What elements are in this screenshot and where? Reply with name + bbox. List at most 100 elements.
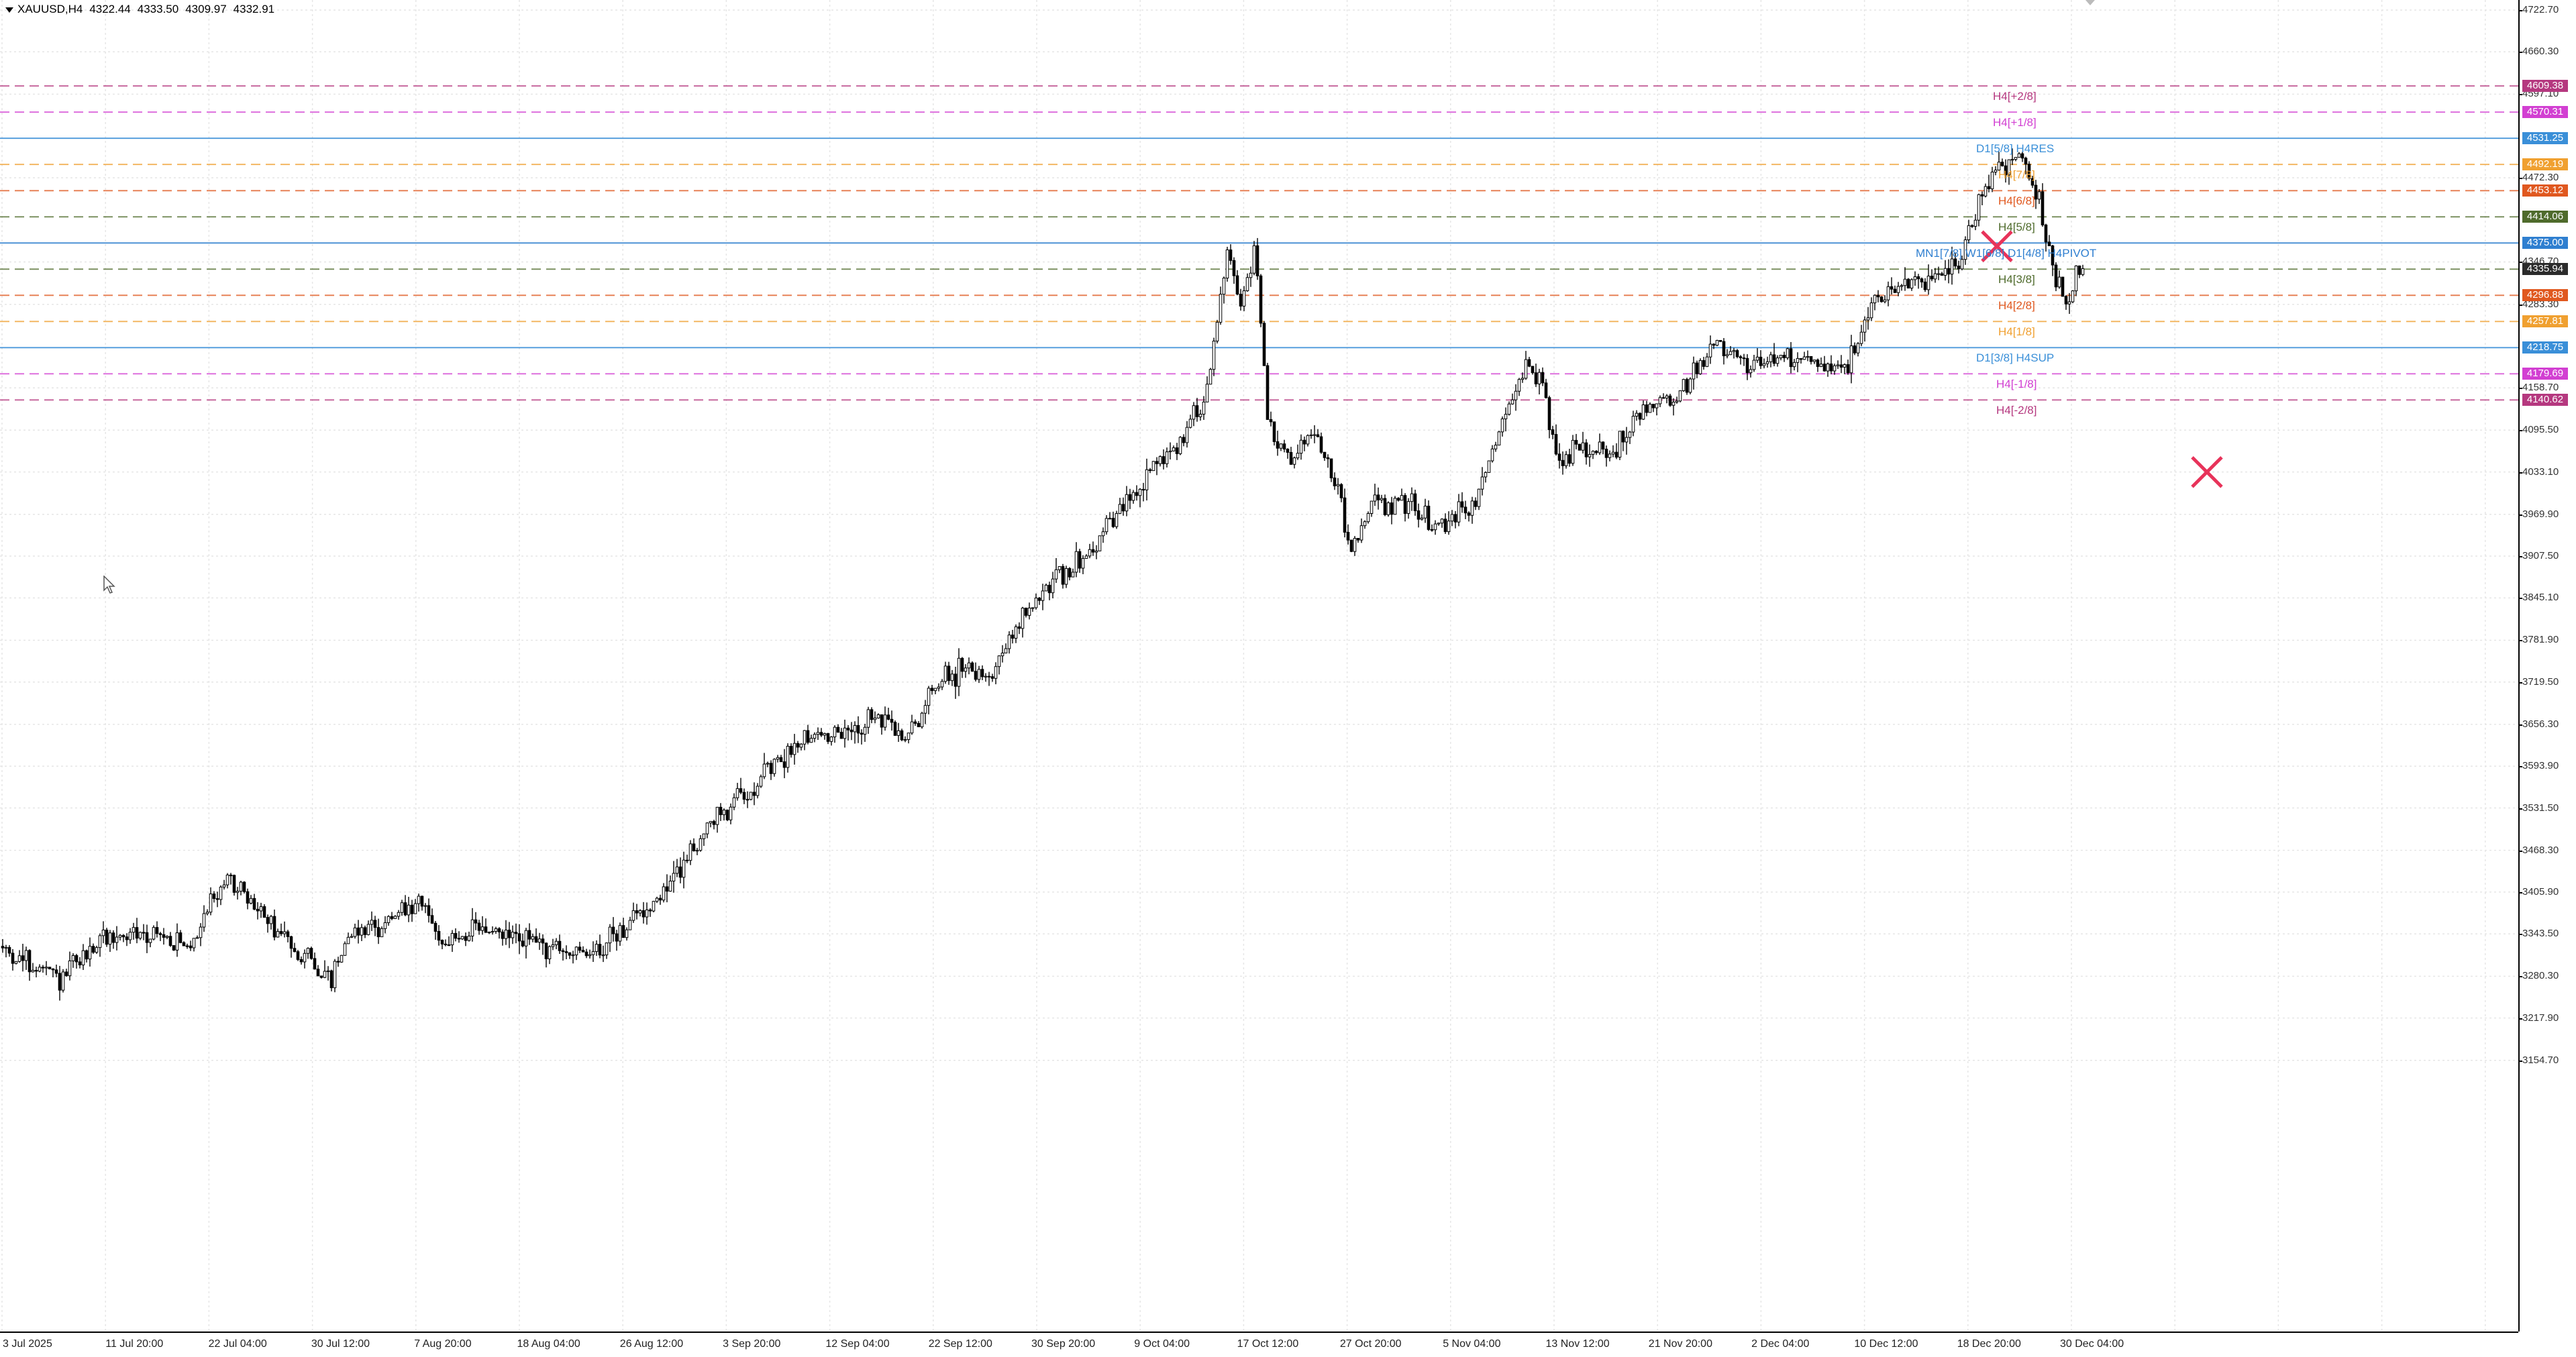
candle[interactable] bbox=[1239, 288, 1243, 311]
candle[interactable] bbox=[1447, 511, 1451, 535]
candle[interactable] bbox=[2054, 262, 2058, 292]
candle[interactable] bbox=[866, 706, 870, 735]
candle[interactable] bbox=[1316, 429, 1320, 438]
candle[interactable] bbox=[574, 946, 578, 961]
candle[interactable] bbox=[1759, 350, 1763, 370]
candle[interactable] bbox=[1386, 501, 1390, 517]
candle[interactable] bbox=[745, 791, 750, 808]
candle[interactable] bbox=[678, 857, 682, 883]
candle[interactable] bbox=[1333, 472, 1337, 490]
candle[interactable] bbox=[175, 923, 179, 957]
candle[interactable] bbox=[759, 774, 763, 788]
close-marker-x-icon[interactable] bbox=[1981, 230, 2013, 262]
candle[interactable] bbox=[105, 928, 109, 947]
candle[interactable] bbox=[813, 732, 817, 743]
candle[interactable] bbox=[1574, 433, 1578, 449]
candle[interactable] bbox=[1782, 351, 1786, 362]
candle[interactable] bbox=[1937, 266, 1941, 280]
candle[interactable] bbox=[313, 953, 317, 970]
candle[interactable] bbox=[467, 931, 471, 942]
candle[interactable] bbox=[742, 788, 746, 804]
candle[interactable] bbox=[1718, 339, 1722, 342]
candle[interactable] bbox=[1802, 351, 1806, 360]
candle[interactable] bbox=[1594, 449, 1598, 455]
candle[interactable] bbox=[403, 895, 407, 916]
candle[interactable] bbox=[719, 803, 723, 821]
candle[interactable] bbox=[849, 722, 854, 741]
candle[interactable] bbox=[400, 900, 404, 916]
candle[interactable] bbox=[88, 937, 92, 967]
candle[interactable] bbox=[1863, 316, 1867, 342]
candle[interactable] bbox=[336, 957, 340, 967]
candle[interactable] bbox=[343, 941, 347, 956]
candle[interactable] bbox=[1004, 643, 1008, 654]
candle[interactable] bbox=[323, 960, 327, 979]
candle[interactable] bbox=[722, 808, 726, 821]
candle[interactable] bbox=[74, 953, 79, 969]
candle[interactable] bbox=[534, 928, 538, 943]
candle[interactable] bbox=[1111, 511, 1115, 529]
candle[interactable] bbox=[2027, 161, 2031, 181]
candle[interactable] bbox=[685, 855, 689, 863]
candle[interactable] bbox=[363, 925, 367, 938]
candle[interactable] bbox=[306, 947, 310, 959]
candle[interactable] bbox=[524, 928, 528, 959]
candle[interactable] bbox=[652, 900, 656, 913]
candle[interactable] bbox=[81, 944, 85, 971]
candle[interactable] bbox=[1091, 541, 1095, 556]
candle[interactable] bbox=[125, 933, 129, 946]
candle[interactable] bbox=[1836, 360, 1840, 369]
candle[interactable] bbox=[1695, 360, 1699, 378]
candle[interactable] bbox=[1108, 512, 1112, 520]
candle[interactable] bbox=[1967, 219, 1971, 243]
candle[interactable] bbox=[1403, 493, 1407, 522]
candle[interactable] bbox=[353, 923, 357, 939]
candle[interactable] bbox=[132, 922, 136, 940]
candle[interactable] bbox=[1400, 488, 1404, 501]
candle[interactable] bbox=[1628, 431, 1632, 444]
candle[interactable] bbox=[581, 946, 585, 953]
candle[interactable] bbox=[537, 932, 542, 951]
candle[interactable] bbox=[873, 711, 877, 724]
candle[interactable] bbox=[21, 943, 25, 972]
candle[interactable] bbox=[1359, 518, 1363, 543]
candle[interactable] bbox=[346, 932, 350, 944]
candle[interactable] bbox=[1480, 467, 1484, 496]
candle[interactable] bbox=[135, 918, 139, 944]
candle[interactable] bbox=[1688, 377, 1692, 394]
candle[interactable] bbox=[1406, 498, 1410, 519]
candle[interactable] bbox=[383, 916, 387, 934]
candle[interactable] bbox=[232, 874, 236, 896]
candle[interactable] bbox=[839, 728, 843, 739]
candle[interactable] bbox=[1641, 400, 1645, 421]
candle[interactable] bbox=[1430, 524, 1434, 532]
candle[interactable] bbox=[316, 965, 320, 977]
candle[interactable] bbox=[1829, 355, 1833, 374]
candle[interactable] bbox=[1960, 255, 1964, 270]
candle[interactable] bbox=[833, 725, 837, 743]
candle[interactable] bbox=[1715, 339, 1719, 347]
candle[interactable] bbox=[148, 938, 152, 948]
candle[interactable] bbox=[554, 938, 558, 950]
candle[interactable] bbox=[142, 924, 146, 940]
candle[interactable] bbox=[1668, 394, 1672, 407]
candle[interactable] bbox=[880, 714, 884, 735]
candle[interactable] bbox=[1497, 431, 1501, 446]
candle[interactable] bbox=[2000, 158, 2004, 167]
candle[interactable] bbox=[937, 683, 941, 692]
candle[interactable] bbox=[608, 924, 612, 953]
candle[interactable] bbox=[1037, 597, 1041, 605]
candle[interactable] bbox=[561, 948, 565, 961]
candle[interactable] bbox=[1027, 602, 1031, 620]
candle[interactable] bbox=[1749, 365, 1753, 378]
candle[interactable] bbox=[1098, 535, 1102, 551]
candle[interactable] bbox=[319, 975, 323, 979]
candle[interactable] bbox=[454, 928, 458, 942]
candle[interactable] bbox=[1420, 514, 1424, 521]
candle[interactable] bbox=[387, 915, 391, 926]
candle[interactable] bbox=[527, 923, 531, 945]
candle[interactable] bbox=[1380, 494, 1384, 504]
candle[interactable] bbox=[2037, 188, 2041, 205]
candle[interactable] bbox=[1635, 410, 1639, 421]
candle[interactable] bbox=[1128, 488, 1132, 509]
